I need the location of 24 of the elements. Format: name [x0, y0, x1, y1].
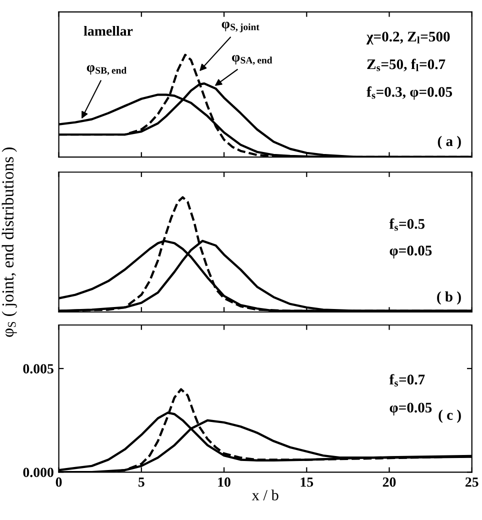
x-tick-label: 15 — [300, 477, 314, 487]
annotation: f$_{s}$=0.7 — [389, 374, 425, 386]
x-tick-label: 25 — [466, 477, 478, 487]
annotation: ( b ) — [437, 291, 461, 305]
y-axis-title: φ$_{S}$ ( joint, end distributions ) — [2, 148, 17, 337]
annotation: Z$_{s}$=50, f$_{l}$=0.7 — [367, 58, 446, 72]
annotation: f$_{s}$=0.5 — [389, 218, 425, 231]
x-tick-label: 20 — [382, 477, 396, 487]
annotation: φ$_{S,joint}$ — [222, 22, 260, 32]
annotation: φ$_{SA,end}$ — [232, 54, 272, 65]
annotation: ( a ) — [438, 136, 461, 150]
text: lamellar — [84, 26, 133, 36]
text: χ=0.2, Z$_{l}$=500 — [366, 32, 450, 45]
annotation: f$_{s}$=0.3, φ=0.05 — [366, 86, 452, 100]
annotation: φ$_{SB,end}$ — [86, 65, 127, 76]
x-tick-label: 5 — [138, 478, 144, 487]
y-tick-label: 0.000 — [23, 468, 54, 478]
x-axis-title: x / b — [252, 490, 278, 500]
x-tick-label: 0 — [56, 477, 62, 487]
annotation: φ=0.05 — [390, 246, 432, 258]
annotation: ( c ) — [438, 410, 461, 423]
y-tick-label: 0.005 — [23, 364, 54, 374]
x-tick-label: 10 — [218, 477, 230, 487]
annotation: φ=0.05 — [390, 402, 432, 416]
